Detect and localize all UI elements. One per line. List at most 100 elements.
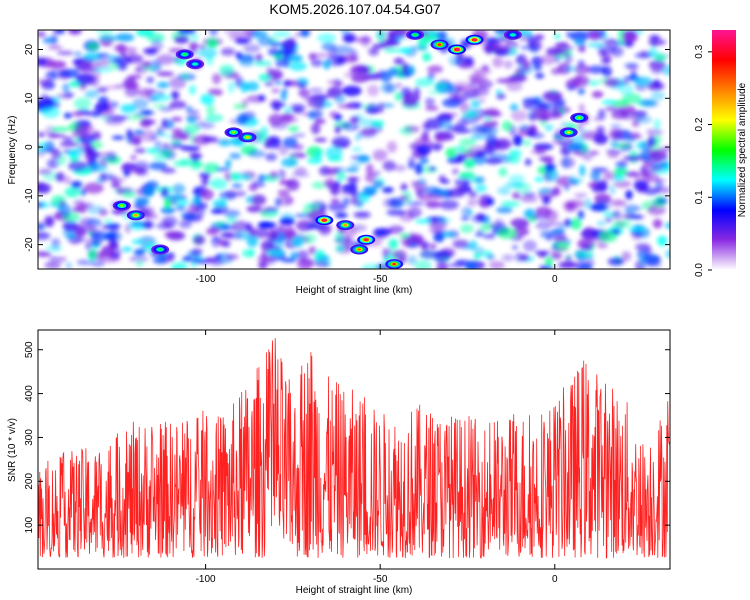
heatmap-noise-cell [532, 215, 539, 220]
heatmap-noise-cell [373, 228, 393, 235]
heatmap-noise-cell [612, 221, 630, 228]
heatmap-noise-cell [325, 146, 343, 159]
heatmap-noise-cell [472, 85, 490, 97]
heatmap-noise-cell [565, 255, 572, 264]
heatmap-noise-cell [665, 249, 670, 259]
heatmap-noise-cell [548, 247, 569, 252]
heatmap-noise-cell [91, 140, 103, 149]
heatmap-noise-cell [533, 34, 545, 41]
heatmap-noise-cell [604, 78, 620, 87]
heatmap-noise-cell [130, 221, 145, 226]
heatmap-noise-cell [215, 254, 222, 260]
heatmap-noise-cell [152, 103, 167, 109]
heatmap-hotspot [134, 214, 138, 217]
heatmap-noise-cell [607, 257, 625, 266]
heatmap-noise-cell [365, 163, 374, 175]
x-tick-label: -50 [373, 574, 388, 585]
heatmap-noise-cell [470, 124, 489, 136]
heatmap-noise-cell [342, 32, 356, 44]
heatmap-noise-cell [264, 139, 272, 149]
heatmap-noise-cell [641, 171, 650, 177]
heatmap-noise-cell [46, 60, 67, 69]
heatmap-noise-cell [590, 170, 601, 182]
heatmap-noise-cell [647, 254, 659, 263]
heatmap-noise-cell [608, 128, 623, 140]
heatmap-noise-cell [373, 177, 386, 188]
heatmap-noise-cell [171, 133, 186, 141]
heatmap-noise-cell [564, 65, 578, 73]
heatmap-noise-cell [530, 124, 537, 130]
heatmap-noise-cell [201, 174, 210, 187]
heatmap-noise-cell [257, 221, 277, 230]
heatmap-noise-cell [193, 234, 206, 246]
heatmap-noise-cell [554, 41, 569, 48]
heatmap-noise-cell [38, 182, 52, 194]
heatmap-noise-cell [434, 81, 448, 91]
heatmap-noise-cell [38, 168, 53, 175]
heatmap-noise-cell [73, 97, 92, 110]
heatmap-noise-cell [489, 260, 505, 269]
x-tick-label: -100 [196, 274, 216, 285]
heatmap-noise-cell [425, 105, 439, 112]
heatmap-noise-cell [511, 245, 518, 250]
heatmap-noise-cell [591, 150, 599, 156]
heatmap-noise-cell [458, 62, 475, 70]
heatmap-noise-cell [559, 122, 569, 127]
heatmap-noise-cell [664, 222, 670, 229]
heatmap-noise-cell [453, 158, 466, 164]
heatmap-noise-cell [510, 110, 528, 122]
heatmap-noise-cell [366, 103, 379, 115]
heatmap-noise-cell [268, 113, 284, 126]
heatmap-noise-cell [605, 105, 619, 112]
heatmap-noise-cell [217, 239, 228, 247]
heatmap-noise-cell [342, 197, 351, 206]
heatmap-noise-cell [388, 238, 399, 250]
heatmap-noise-cell [577, 45, 586, 52]
heatmap-noise-cell [224, 172, 234, 182]
heatmap-noise-cell [235, 173, 252, 181]
heatmap-noise-cell [52, 96, 61, 103]
heatmap-noise-cell [190, 261, 198, 269]
colorbar-ramp [712, 30, 736, 270]
heatmap-noise-cell [625, 190, 633, 200]
heatmap-noise-cell [360, 118, 376, 129]
heatmap-noise-cell [171, 128, 183, 135]
heatmap-noise-cell [587, 182, 598, 188]
colorbar-tick-label: 0.1 [694, 190, 705, 204]
heatmap-noise-cell [335, 55, 347, 65]
snr-frame [37, 329, 671, 570]
heatmap-noise-cell [83, 182, 104, 194]
heatmap-noise-cell [650, 41, 658, 48]
heatmap-noise-cell [519, 196, 538, 203]
heatmap-noise-cell [425, 200, 441, 209]
heatmap-noise-cell [64, 187, 81, 198]
heatmap-noise-cell [111, 180, 121, 189]
heatmap-noise-cell [458, 171, 476, 179]
y-tick-label: 400 [24, 385, 35, 402]
heatmap-noise-cell [200, 93, 215, 105]
heatmap-noise-cell [631, 110, 648, 117]
heatmap-noise-cell [510, 218, 530, 229]
heatmap-x-axis-label: Height of straight line (km) [296, 285, 413, 296]
heatmap-noise-cell [432, 189, 452, 197]
heatmap-noise-cell [314, 119, 326, 124]
heatmap-noise-cell [266, 249, 285, 256]
heatmap-noise-cell [212, 199, 225, 208]
heatmap-noise-cell [171, 117, 183, 122]
heatmap-noise-cell [38, 224, 47, 229]
heatmap-noise-cell [388, 30, 405, 39]
heatmap-noise-cell [270, 42, 283, 47]
heatmap-noise-cell [447, 263, 466, 268]
heatmap-noise-cell [447, 97, 468, 103]
heatmap-noise-cell [197, 47, 218, 59]
heatmap-noise-cell [586, 65, 607, 74]
heatmap-noise-cell [106, 233, 118, 241]
heatmap-hotspot [357, 248, 362, 251]
heatmap-noise-cell [129, 255, 149, 263]
heatmap-noise-cell [279, 114, 299, 125]
heatmap-noise-cell [467, 198, 478, 207]
heatmap-noise-cell [497, 186, 512, 196]
heatmap-noise-cell [511, 191, 521, 200]
heatmap-noise-cell [505, 49, 517, 56]
heatmap-noise-cell [291, 236, 304, 247]
